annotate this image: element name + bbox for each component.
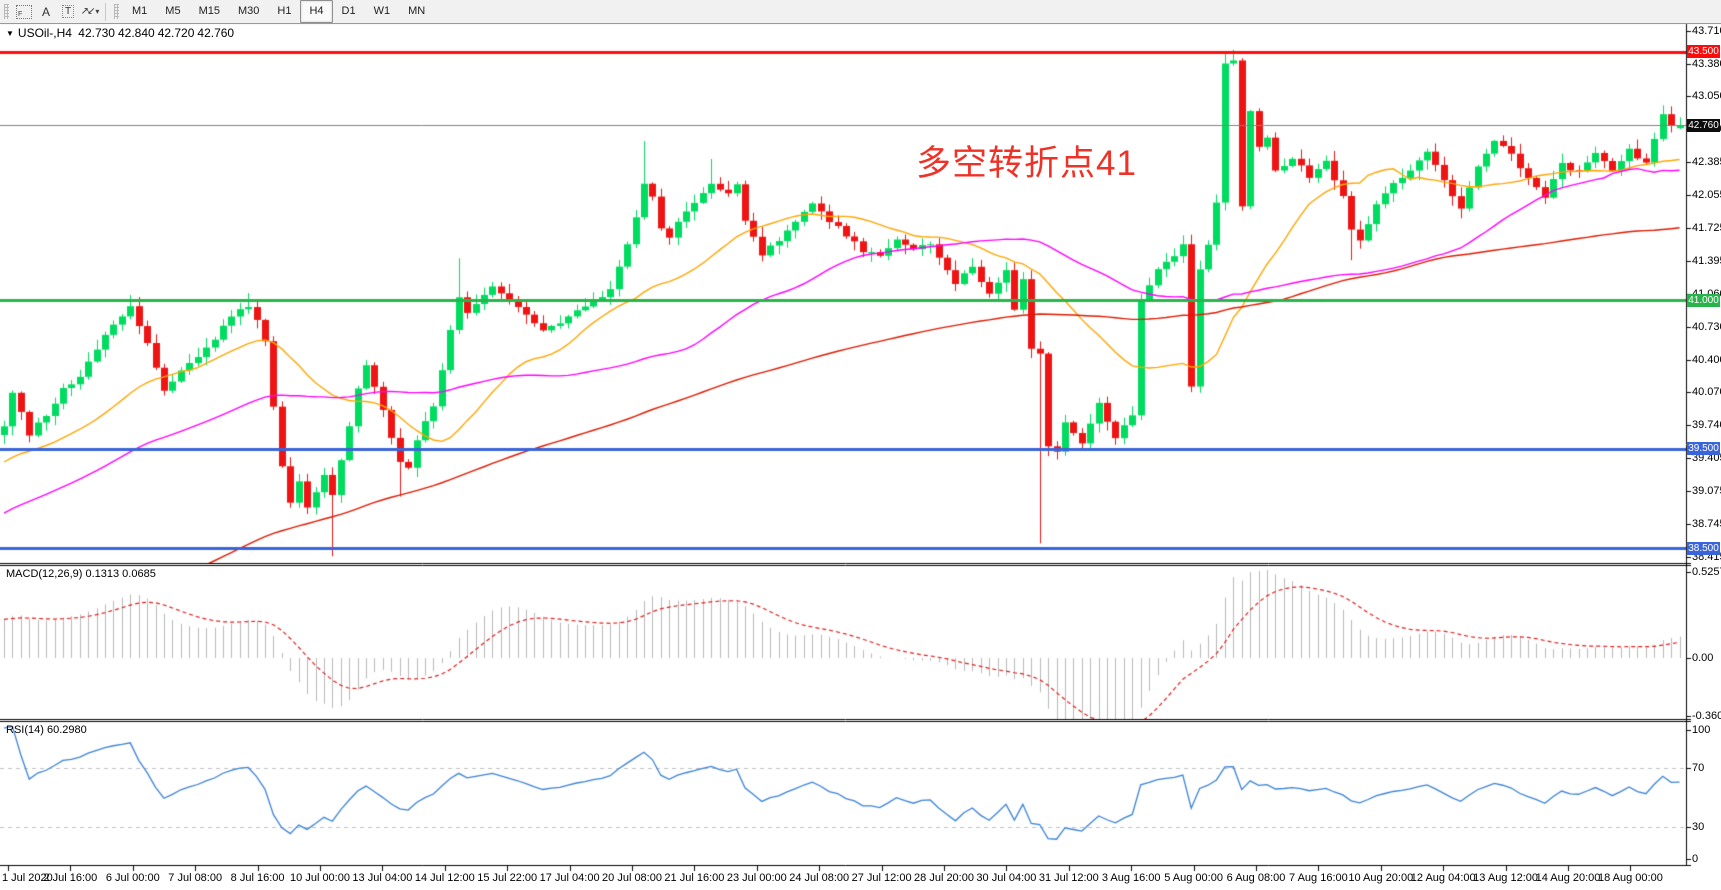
collapse-triangle-icon[interactable]: ▼ <box>6 29 14 38</box>
rsi-panel-label: RSI(14) 60.2980 <box>6 724 87 736</box>
toolbar-grip-handle[interactable] <box>4 4 9 19</box>
chart-text-annotation[interactable]: 多空转折点41 <box>916 144 1137 183</box>
toolbar-grip-handle[interactable] <box>114 4 119 19</box>
grid-f-glyph: F <box>16 4 32 19</box>
timeframe-button-h1[interactable]: H1 <box>277 5 292 17</box>
quote-close: 42.760 <box>197 26 235 40</box>
main-toolbar: F A T ↗↙ ▾ M1 M5 M15 M30 H1 H4 D1 W1 MN <box>0 0 1721 24</box>
text-box-icon[interactable]: T <box>58 3 78 20</box>
timeframe-button-m15[interactable]: M15 <box>198 5 220 17</box>
timeframe-button-mn[interactable]: MN <box>408 5 426 17</box>
symbol-name: USOil-,H4 <box>17 26 72 40</box>
macd-panel-label: MACD(12,26,9) 0.1313 0.0685 <box>6 568 156 580</box>
rsi-indicator-value: 60.2980 <box>46 724 87 736</box>
quote-low: 42.720 <box>157 26 195 40</box>
text-box-glyph: T <box>61 5 75 18</box>
quote-high: 42.840 <box>117 26 155 40</box>
macd-indicator-values: 0.1313 0.0685 <box>85 568 156 580</box>
text-label-icon[interactable]: A <box>41 4 50 19</box>
quote-open: 42.730 <box>78 26 115 40</box>
rsi-indicator-name: RSI(14) <box>6 724 44 736</box>
dropdown-caret-icon: ▾ <box>95 7 100 16</box>
timeframe-button-d1[interactable]: D1 <box>341 5 356 17</box>
timeframe-button-m1[interactable]: M1 <box>132 5 148 17</box>
timeframe-button-w1[interactable]: W1 <box>373 5 391 17</box>
arrows-glyph: ↗↙ <box>80 6 96 17</box>
timeframe-button-m30[interactable]: M30 <box>237 5 260 17</box>
symbol-ohlc-line[interactable]: ▼ USOil-,H4 42.730 42.840 42.720 42.760 <box>6 26 237 40</box>
grid-f-icon[interactable]: F <box>14 3 34 20</box>
macd-indicator-name: MACD(12,26,9) <box>6 568 83 580</box>
arrows-icon[interactable]: ↗↙ ▾ <box>80 3 100 20</box>
timeframe-button-h4[interactable]: H4 <box>300 0 333 23</box>
timeframe-button-m5[interactable]: M5 <box>165 5 181 17</box>
toolbar-separator <box>105 2 106 21</box>
